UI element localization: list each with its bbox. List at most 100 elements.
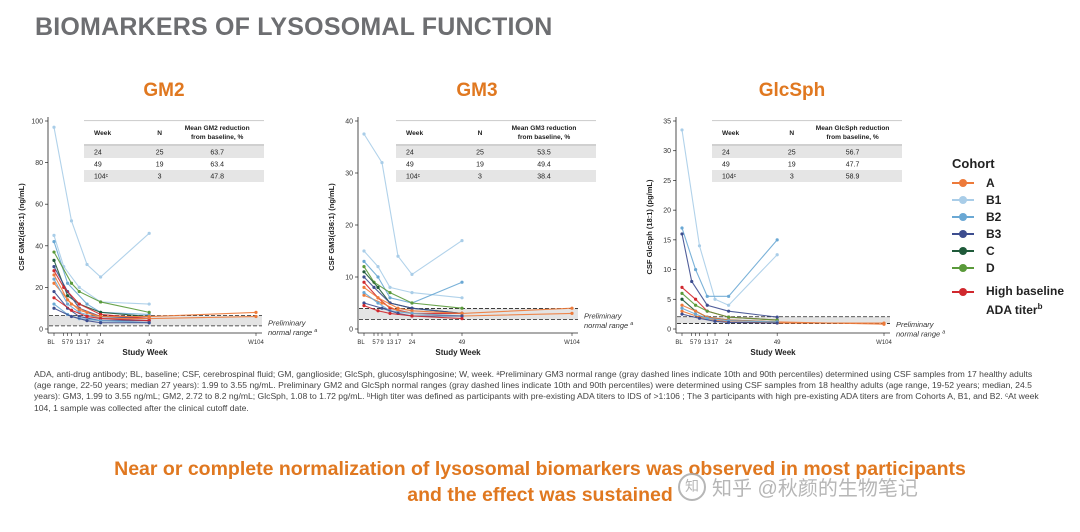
x-tick-label: 17 [712, 340, 719, 346]
x-tick-label: W104 [876, 340, 892, 346]
x-axis-label: Study Week [435, 348, 481, 357]
table-cell-reduction: 56.7 [846, 150, 860, 157]
normal-range-band [677, 316, 890, 324]
table-header-reduction-2: from baseline, % [191, 134, 244, 141]
x-tick-label: W104 [564, 340, 580, 346]
table-cell-n: 19 [156, 162, 164, 169]
data-point-b1 [52, 233, 56, 237]
data-point-b1 [460, 296, 464, 300]
data-point-b2 [410, 311, 414, 315]
table-row-bg [84, 146, 264, 158]
data-point-a [376, 296, 380, 300]
y-tick-label: 20 [35, 285, 43, 292]
data-point-b3 [680, 232, 684, 236]
data-point-a [85, 310, 89, 314]
data-point-a [69, 302, 74, 306]
y-tick-label: 0 [39, 327, 43, 334]
data-point-b1 [697, 244, 702, 248]
legend-label: A [986, 175, 995, 190]
normal-range-label: Preliminary normal range a [268, 319, 317, 338]
data-point-b3 [727, 320, 731, 325]
chart-title: GM2 [143, 80, 184, 101]
y-tick-label: 40 [345, 119, 353, 126]
normal-range-label-line1: Preliminary [584, 312, 623, 321]
data-point-d [693, 303, 698, 307]
data-point-a [254, 314, 258, 319]
table-cell-n: 3 [158, 174, 162, 181]
table-header-bg [712, 121, 902, 143]
conclusion: Near or complete normalization of lysoso… [30, 456, 1050, 508]
table-header-week: Week [94, 130, 111, 137]
data-point-b2 [680, 226, 684, 230]
data-point-high [388, 311, 392, 315]
table-cell-week: 24 [94, 150, 102, 157]
data-point-b3 [52, 289, 56, 294]
y-axis-label: CSF GM3(d36:1) (ng/mL) [327, 183, 336, 271]
x-tick-label: 17 [84, 340, 91, 346]
x-tick-label: 7 [694, 340, 698, 346]
table-cell-reduction: 47.7 [846, 162, 860, 169]
y-tick-label: 0 [667, 327, 671, 334]
legend-high-line1: High baseline [986, 284, 1065, 298]
data-point-b1 [52, 125, 56, 129]
table-cell-reduction: 53.5 [537, 150, 551, 157]
data-point-d [99, 300, 103, 304]
table-cell-week: 24 [406, 150, 414, 157]
data-point-d [388, 291, 392, 295]
data-point-a [680, 309, 684, 313]
y-tick-label: 10 [663, 267, 671, 274]
legend-label: C [986, 243, 995, 258]
y-tick-label: 35 [663, 119, 671, 126]
table-header-reduction-1: Mean GM3 reduction [512, 125, 577, 132]
data-point-a [693, 309, 698, 313]
data-point-a [680, 303, 684, 307]
data-point-high [362, 280, 366, 284]
conclusion-line-2: and the effect was sustained [407, 484, 673, 506]
table-cell-week: 104ᶜ [94, 174, 109, 181]
data-point-a [254, 310, 258, 314]
table-cell-n: 3 [790, 174, 794, 181]
data-point-b1 [410, 291, 414, 295]
legend-item-b2: B2 [952, 208, 1077, 225]
x-tick-label: 13 [387, 340, 394, 346]
data-point-high [77, 302, 81, 306]
table-cell-week: 49 [722, 162, 730, 169]
data-point-b2 [362, 291, 366, 295]
table-row-bg [712, 146, 902, 158]
y-tick-label: 0 [349, 327, 353, 334]
table-cell-n: 25 [476, 150, 484, 157]
data-point-high [460, 317, 464, 321]
table-header-n: N [478, 130, 483, 137]
data-point-b1 [380, 161, 384, 165]
table-header-week: Week [406, 130, 423, 137]
table-cell-n: 25 [156, 150, 164, 157]
table-cell-reduction: 58.9 [846, 174, 860, 181]
table-cell-n: 25 [788, 150, 796, 157]
table-header-n: N [789, 130, 794, 137]
legend-item-d: D [952, 259, 1077, 276]
data-point-b3 [775, 321, 779, 325]
table-header-n: N [157, 130, 162, 137]
data-point-b1 [727, 303, 731, 307]
data-point-high [69, 308, 74, 312]
series-line-a [681, 304, 885, 325]
data-point-b1 [713, 297, 717, 301]
table-row-bg [396, 170, 596, 182]
y-tick-label: 30 [345, 171, 353, 178]
data-point-a [570, 306, 574, 310]
footnote: ADA, anti-drug antibody; BL, baseline; C… [34, 369, 1039, 413]
chart-title: GlcSph [759, 80, 826, 101]
data-point-b2 [376, 301, 380, 305]
x-tick-label: BL [47, 340, 55, 346]
normal-range-sup: a [942, 329, 945, 335]
data-point-b3 [690, 279, 694, 284]
data-point-high [85, 314, 89, 319]
data-point-b1 [410, 272, 414, 276]
chart-panel-gm2: GM2 0 20 40 60 80 100 BL 5 7 9 13 17 24 49 W104 Study We… [17, 80, 317, 357]
data-point-b3 [680, 312, 684, 316]
x-tick-label: 24 [409, 340, 416, 346]
data-point-d [705, 309, 709, 313]
data-point-b2 [376, 275, 380, 279]
data-point-b3 [410, 306, 414, 310]
